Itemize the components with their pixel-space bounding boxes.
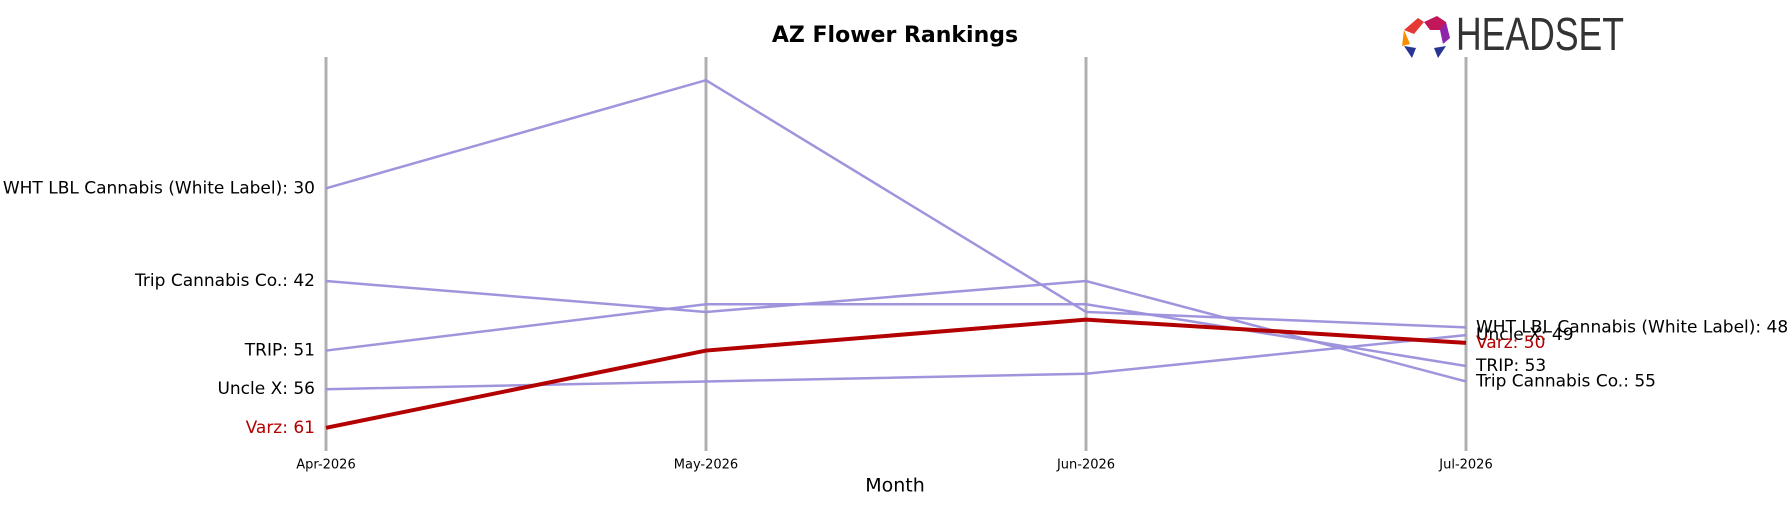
logo-icon: [1404, 46, 1416, 58]
value-label: TRIP: 53: [1475, 356, 1546, 376]
logo: HEADSET: [1402, 8, 1624, 60]
x-tick-label: May-2026: [674, 458, 738, 473]
logo-icon: [1434, 46, 1446, 58]
x-tick-label: Jul-2026: [1438, 458, 1492, 473]
logo-text: HEADSET: [1456, 8, 1624, 60]
x-axis-label: Month: [865, 475, 925, 497]
value-label: TRIP: 51: [244, 341, 315, 361]
value-label: Varz: 50: [1476, 333, 1545, 353]
x-tick-label: Apr-2026: [296, 458, 355, 473]
logo-icon: [1440, 22, 1450, 44]
value-label: Trip Cannabis Co.: 42: [134, 271, 315, 291]
series-line: [325, 333, 1467, 391]
x-tick-label: Jun-2026: [1056, 458, 1115, 473]
series-line: [325, 302, 1467, 368]
series-line: [325, 78, 1467, 329]
value-label: WHT LBL Cannabis (White Label): 30: [3, 178, 315, 198]
series-line: [325, 317, 1467, 430]
value-label: Varz: 61: [246, 418, 315, 438]
logo-icon: [1404, 18, 1424, 34]
value-label: Uncle X: 56: [217, 379, 315, 399]
chart-title: AZ Flower Rankings: [772, 23, 1018, 48]
value-label: Uncle X: 49: [1476, 325, 1574, 345]
logo-icon: [1424, 16, 1446, 30]
value-label: Trip Cannabis Co.: 55: [1475, 371, 1656, 391]
value-label: WHT LBL Cannabis (White Label): 48: [1476, 317, 1788, 337]
logo-icon: [1402, 30, 1410, 46]
